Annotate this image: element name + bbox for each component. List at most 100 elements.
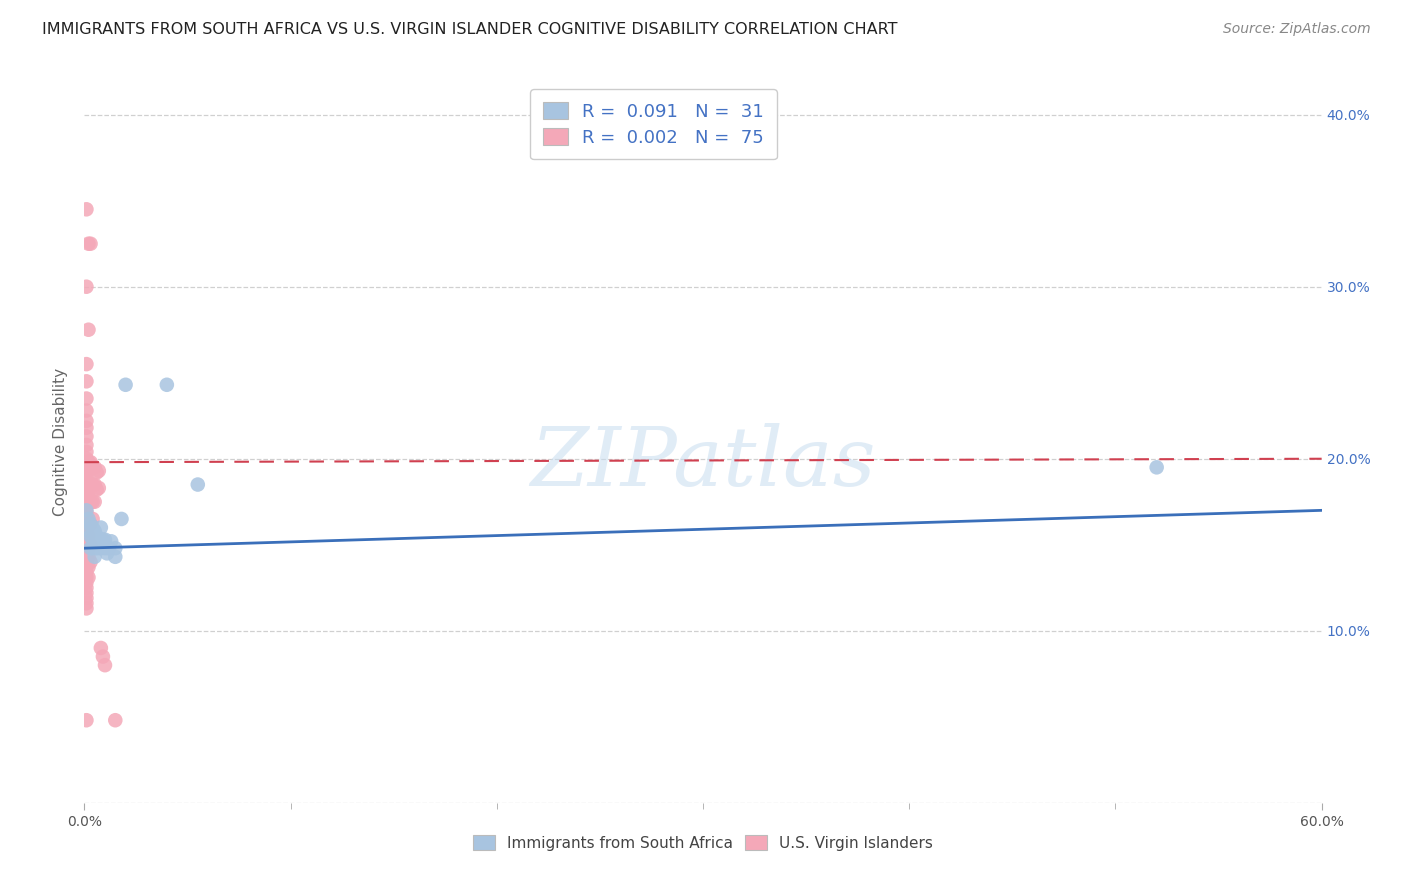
Point [94,658,117,673]
Point [87,464,110,478]
Point [79,517,101,532]
Point [79,555,101,569]
Point [77,524,100,538]
Point [77,323,100,337]
Point [75,414,97,428]
Point [75,713,97,727]
Point [79,541,101,556]
Point [77,236,100,251]
Point [75,570,97,584]
Text: IMMIGRANTS FROM SOUTH AFRICA VS U.S. VIRGIN ISLANDER COGNITIVE DISABILITY CORREL: IMMIGRANTS FROM SOUTH AFRICA VS U.S. VIR… [42,22,897,37]
Point [75,581,97,595]
Point [90,533,112,547]
Point [86,529,108,543]
Point [90,520,112,534]
Point [77,529,100,543]
Point [75,560,97,574]
Point [83,477,105,491]
Point [75,555,97,569]
Point [79,477,101,491]
Point [83,460,105,475]
Point [77,570,100,584]
Point [79,538,101,552]
Point [94,541,117,556]
Point [75,469,97,483]
Point [75,479,97,493]
Point [75,566,97,580]
Point [75,525,97,540]
Point [75,357,97,371]
Point [100,534,122,549]
Point [77,560,100,574]
Point [75,510,97,524]
Point [77,541,100,556]
Point [94,533,117,547]
Point [79,455,101,469]
Point [75,484,97,499]
Point [79,517,101,532]
Point [156,377,179,392]
Point [75,544,97,558]
Point [77,477,100,491]
Point [77,455,100,469]
Point [75,445,97,459]
Point [98,541,121,556]
Point [75,503,97,517]
Point [91,649,114,664]
Point [75,586,97,600]
Point [82,460,104,475]
Point [75,601,97,615]
Point [86,483,108,497]
Point [75,202,97,217]
Point [75,438,97,452]
Point [75,596,97,610]
Point [75,490,97,504]
Point [90,640,112,655]
Point [110,512,132,526]
Point [82,477,104,491]
Y-axis label: Cognitive Disability: Cognitive Disability [53,368,69,516]
Point [75,575,97,590]
Point [75,534,97,549]
Point [75,516,97,530]
Point [104,541,127,556]
Point [75,494,97,508]
Point [79,236,101,251]
Point [82,520,104,534]
Point [96,546,118,560]
Point [90,541,112,556]
Point [79,529,101,543]
Point [82,512,104,526]
Point [79,494,101,508]
Point [87,481,110,495]
Point [86,466,108,480]
Point [77,549,100,564]
Point [77,512,100,526]
Point [86,541,108,556]
Point [75,464,97,478]
Point [75,458,97,473]
Point [77,490,100,504]
Point [75,474,97,488]
Point [75,500,97,514]
Point [82,494,104,508]
Point [83,549,105,564]
Point [75,520,97,534]
Point [91,533,114,547]
Point [104,713,127,727]
Point [83,524,105,538]
Point [187,477,209,491]
Legend: Immigrants from South Africa, U.S. Virgin Islanders: Immigrants from South Africa, U.S. Virgi… [464,826,942,860]
Point [82,533,104,547]
Point [75,505,97,519]
Point [104,549,127,564]
Point [87,533,110,547]
Point [114,377,136,392]
Point [75,392,97,406]
Point [75,451,97,466]
Point [75,403,97,417]
Point [75,591,97,606]
Point [75,529,97,543]
Point [82,541,104,556]
Point [75,279,97,293]
